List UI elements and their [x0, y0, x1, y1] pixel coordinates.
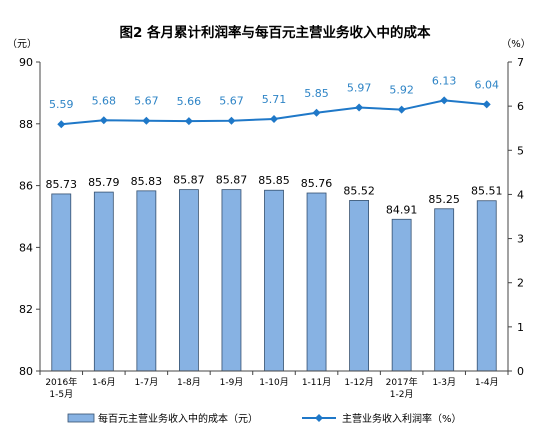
- right-axis-tick-label: 3: [517, 233, 524, 246]
- x-axis-tick-label: 1-11月: [302, 377, 331, 388]
- left-axis-tick-label: 80: [19, 365, 33, 378]
- line-data-label: 5.68: [92, 94, 117, 107]
- bar-data-label: 85.87: [216, 174, 248, 187]
- x-axis-tick-label: 1-5月: [49, 389, 73, 400]
- right-axis-tick-label: 4: [517, 188, 524, 201]
- line-point: [312, 108, 321, 117]
- line-point: [397, 105, 406, 114]
- bar: [136, 190, 157, 372]
- x-axis-tick-label: 1-8月: [177, 377, 201, 388]
- left-axis-tick-label: 86: [19, 180, 33, 193]
- left-axis: 80 82 84 86 88 90: [19, 56, 41, 378]
- legend-line-marker: [315, 414, 323, 422]
- left-axis-tick-label: 88: [19, 118, 33, 131]
- line-point: [440, 96, 449, 105]
- bar: [306, 192, 327, 372]
- line-data-label: 6.13: [432, 74, 457, 87]
- line-point: [57, 120, 66, 129]
- bar: [391, 218, 412, 372]
- bar: [476, 200, 497, 372]
- x-axis-tick-label: 2016年: [45, 376, 77, 388]
- line-data-label: 5.67: [219, 95, 244, 108]
- legend-bar-swatch: [67, 413, 95, 423]
- left-axis-tick-label: 82: [19, 303, 33, 316]
- bar-data-label: 85.79: [88, 176, 120, 189]
- left-axis-unit: （元）: [7, 38, 37, 50]
- right-axis-tick-label: 1: [517, 321, 524, 334]
- line-data-labels: 5.59 5.68 5.67 5.66 5.67 5.71 5.85 5.97 5.92 6.13…: [49, 74, 499, 111]
- line-data-label: 5.92: [389, 84, 414, 97]
- line-data-label: 5.71: [262, 93, 287, 106]
- right-axis-tick-label: 7: [517, 56, 524, 69]
- x-axis-tick-label: 1-2月: [390, 389, 414, 400]
- line-data-label: 5.59: [49, 98, 74, 111]
- line-data-label: 5.66: [177, 95, 202, 108]
- line-point: [184, 117, 193, 126]
- bar: [349, 200, 369, 372]
- x-axis-tick-label: 1-12月: [344, 377, 373, 388]
- bar-data-label: 85.25: [428, 193, 460, 206]
- line-series: [57, 96, 491, 129]
- bar-data-label: 85.87: [173, 174, 205, 187]
- left-axis-tick-label: 84: [19, 241, 33, 254]
- bar: [434, 208, 455, 372]
- line-point: [482, 100, 491, 109]
- x-axis-tick-label: 1-7月: [135, 377, 159, 388]
- bar-data-labels: 85.73 85.79 85.83 85.87 85.87 85.85 85.76 85.52…: [46, 174, 503, 217]
- right-axis-unit: （%）: [501, 38, 531, 50]
- line-data-label: 6.04: [474, 78, 499, 91]
- bar-data-label: 85.76: [301, 177, 333, 190]
- bar-data-label: 85.83: [131, 175, 163, 188]
- bar-data-label: 84.91: [386, 203, 418, 216]
- x-axis-tick-label: 1-4月: [475, 377, 499, 388]
- bar-data-label: 85.51: [471, 185, 503, 198]
- line-point: [227, 116, 236, 125]
- x-axis-tick-label: 1-9月: [220, 377, 244, 388]
- line-point: [99, 116, 108, 125]
- bar: [221, 189, 242, 372]
- bar: [179, 189, 199, 372]
- right-axis: 0 1 2 3 4 5 6 7: [507, 56, 524, 378]
- line-point: [270, 114, 278, 123]
- legend-line-label: 主营业务收入利润率（%）: [342, 412, 462, 425]
- right-axis-tick-label: 5: [517, 144, 524, 157]
- right-axis-tick-label: 2: [517, 277, 524, 290]
- line-data-label: 5.67: [134, 95, 159, 108]
- bar-data-label: 85.85: [258, 174, 290, 187]
- x-axis-tick-label: 1-10月: [259, 377, 288, 388]
- right-axis-tick-label: 0: [517, 365, 524, 378]
- line-data-label: 5.85: [304, 87, 329, 100]
- bar-data-label: 85.52: [343, 184, 375, 197]
- bar: [264, 189, 284, 372]
- x-axis-tick-label: 2017年: [386, 376, 418, 388]
- chart-title: 图2 各月累计利润率与每百元主营业务收入中的成本: [119, 24, 431, 41]
- legend-bar-label: 每百元主营业务收入中的成本（元）: [98, 412, 258, 425]
- line-point: [142, 116, 151, 125]
- bar: [93, 191, 114, 372]
- bar: [51, 193, 72, 372]
- right-axis-tick-label: 6: [517, 100, 524, 113]
- left-axis-tick-label: 90: [19, 56, 33, 69]
- x-axis-tick-label: 1-6月: [92, 377, 116, 388]
- line-data-label: 5.97: [347, 81, 372, 94]
- line-point: [355, 103, 364, 112]
- bar-series: [51, 189, 497, 372]
- legend: 每百元主营业务收入中的成本（元） 主营业务收入利润率（%）: [67, 412, 462, 425]
- x-axis-tick-label: 1-3月: [432, 377, 456, 388]
- bar-data-label: 85.73: [46, 178, 78, 191]
